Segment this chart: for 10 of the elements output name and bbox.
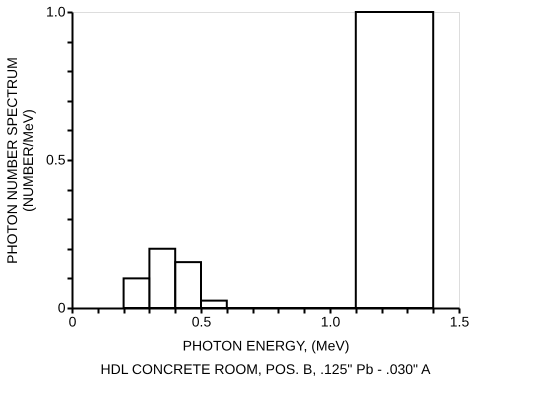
text: HDL CONCRETE ROOM, POS. B, .125" Pb - .030" A	[100, 361, 432, 377]
y-tick-label: 0	[58, 300, 66, 316]
x-tick-label: 0	[68, 314, 77, 330]
x-tick-label: 0.5	[192, 314, 212, 330]
y-axis-title: PHOTON NUMBER SPECTRUM (NUMBER/MeV)	[4, 57, 36, 264]
x-tick-label: 1.0	[320, 314, 340, 330]
y-tick-label: 0.5	[46, 152, 66, 168]
x-tick-label: 1.5	[450, 314, 470, 330]
x-axis-title: PHOTON ENERGY, (MeV)	[182, 338, 350, 354]
y-tick-label: 1.0	[46, 4, 66, 20]
